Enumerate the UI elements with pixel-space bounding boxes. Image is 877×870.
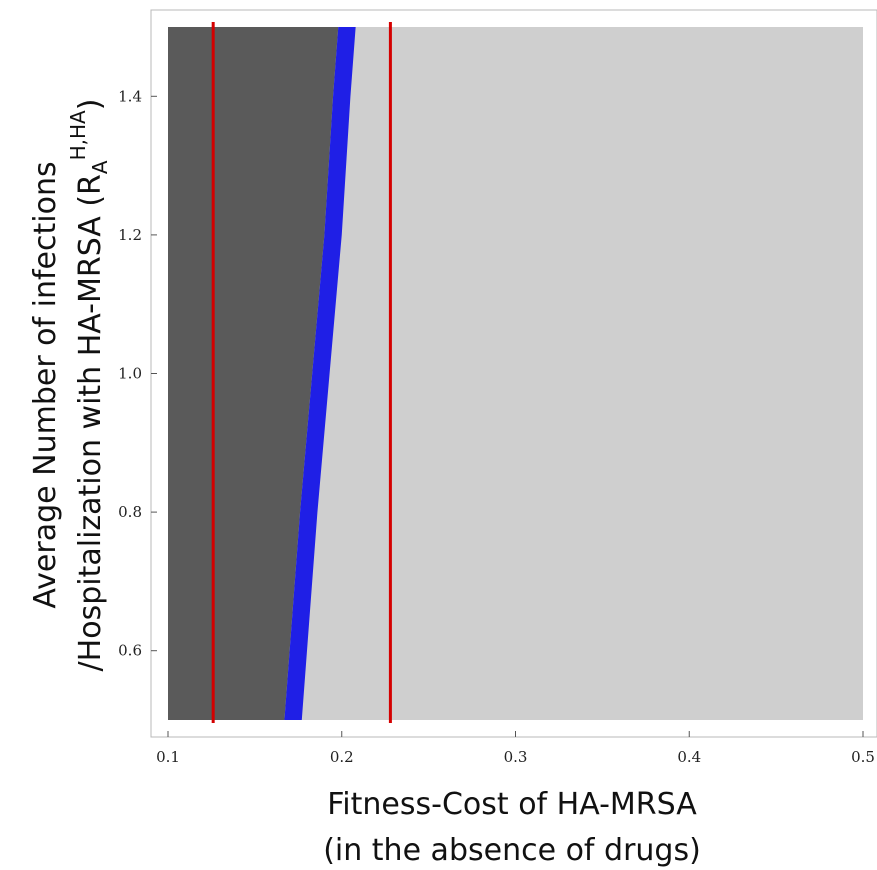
x-tick-label: 0.5 [851, 748, 875, 766]
y-tick-label: 0.6 [118, 642, 142, 660]
y-axis-title-superscript: H,HA [66, 110, 90, 160]
y-tick-label: 1.0 [118, 365, 142, 383]
y-tick-label: 1.2 [118, 226, 142, 244]
x-axis-title: Fitness-Cost of HA-MRSA [327, 787, 697, 822]
y-axis-title-suffix: ) [73, 99, 108, 111]
y-axis-title-line1: Average Number of infections [28, 161, 63, 608]
x-tick-label: 0.1 [156, 748, 180, 766]
x-tick-label: 0.3 [504, 748, 528, 766]
y-axis-title-subscript: A [88, 160, 112, 174]
x-tick-label: 0.2 [330, 748, 354, 766]
y-tick-label: 1.4 [118, 87, 142, 105]
x-axis-subtitle: (in the absence of drugs) [323, 833, 701, 868]
y-axis-title-prefix: /Hospitalization with HA-MRSA (R [73, 174, 108, 671]
transition-boundary-band [284, 27, 356, 720]
y-axis-title-line2: /Hospitalization with HA-MRSA (RAH,HA) [66, 99, 112, 672]
dark-region [168, 27, 339, 720]
x-tick-label: 0.4 [677, 748, 701, 766]
y-tick-label: 0.8 [118, 503, 142, 521]
